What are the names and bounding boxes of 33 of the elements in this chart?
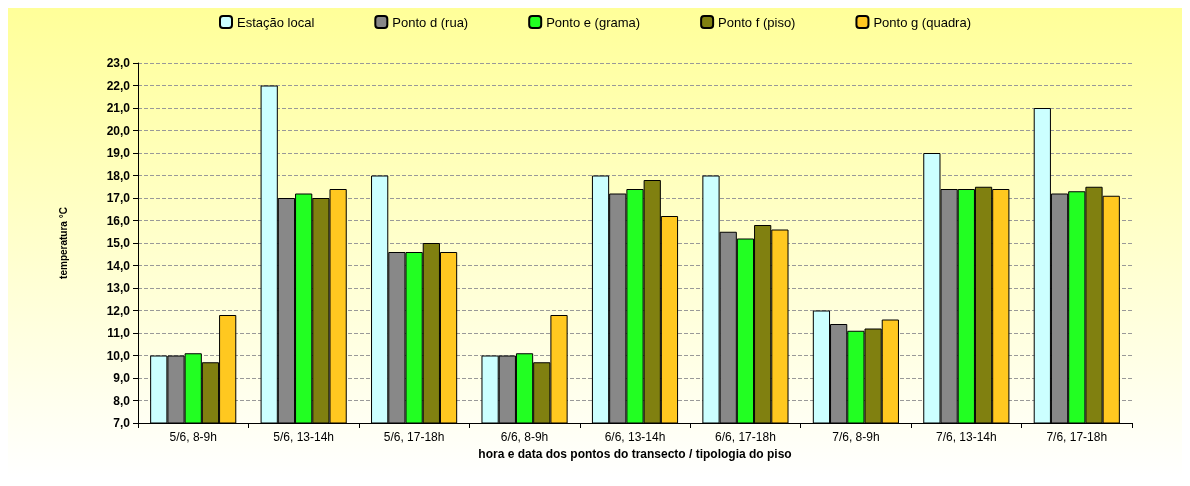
x-tick-label: 6/6, 17-18h — [715, 430, 776, 444]
y-tick-label: 11,0 — [107, 326, 131, 340]
y-tick-label: 15,0 — [106, 236, 131, 250]
y-tick-label: 7,0 — [113, 416, 131, 430]
legend-label: Ponto f (piso) — [718, 14, 796, 30]
y-tick-label: 8,0 — [113, 393, 131, 408]
y-tick-label: 20,0 — [106, 123, 131, 138]
y-tick-label: 21,0 — [106, 101, 131, 115]
y-tick-label: 10,0 — [106, 348, 131, 363]
y-tick-label: 13,0 — [106, 281, 131, 295]
legend-label: Ponto d (rua) — [392, 14, 469, 30]
y-tick-label: 9,0 — [113, 371, 131, 385]
y-tick-label: 14,0 — [106, 258, 131, 273]
x-tick-label: 7/6, 13-14h — [935, 430, 997, 444]
y-tick-label: 12,0 — [106, 303, 131, 318]
x-tick-label: 5/6, 13-14h — [273, 430, 335, 444]
y-tick-label: 16,0 — [106, 213, 131, 228]
y-tick-label: 17,0 — [106, 191, 131, 205]
legend-label: Ponto e (grama) — [546, 14, 641, 30]
x-tick-label: 5/6, 17-18h — [383, 430, 445, 444]
y-tick-label: 18,0 — [106, 168, 131, 183]
x-tick-label: 6/6, 8-9h — [500, 430, 549, 444]
x-tick-label: 7/6, 17-18h — [1046, 430, 1108, 444]
x-tick-label: 5/6, 8-9h — [169, 430, 217, 444]
legend-label: Ponto g (quadra) — [873, 14, 972, 30]
legend-label: Estação local — [237, 14, 315, 30]
y-axis-title: temperatura °C — [57, 207, 69, 279]
x-axis-title: hora e data dos pontos do transecto / tipologia do piso — [478, 446, 792, 461]
y-tick-label: 23,0 — [106, 56, 131, 70]
y-tick-label: 22,0 — [106, 78, 131, 93]
x-tick-label: 7/6, 8-9h — [832, 430, 880, 444]
x-tick-label: 6/6, 13-14h — [604, 430, 666, 444]
y-tick-label: 19,0 — [106, 146, 131, 160]
